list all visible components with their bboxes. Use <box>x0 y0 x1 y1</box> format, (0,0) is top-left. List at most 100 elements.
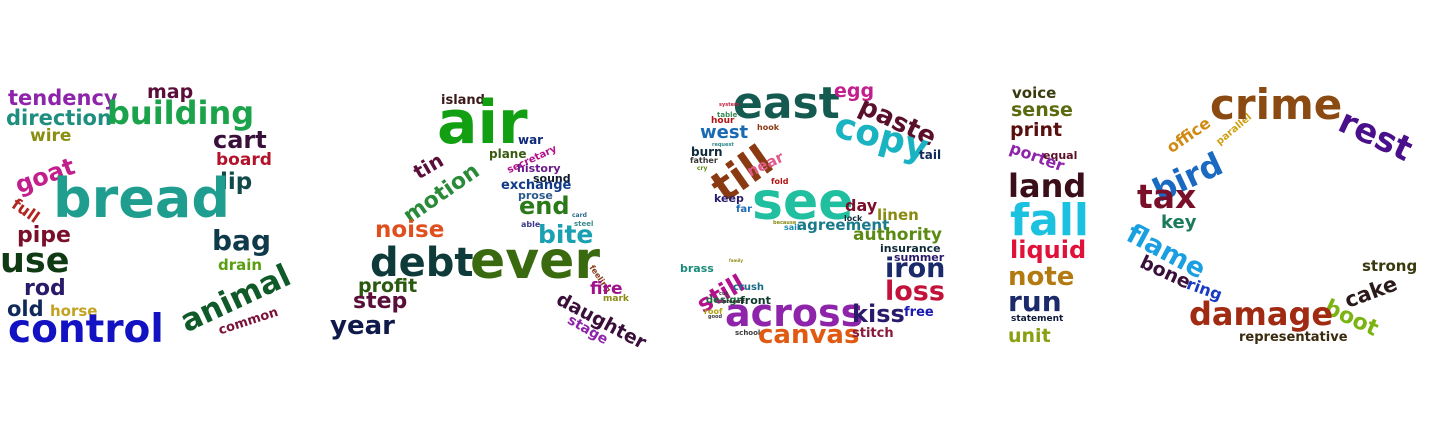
word: equal <box>1043 149 1078 162</box>
word: liquid <box>1010 236 1087 264</box>
word: old <box>7 297 44 321</box>
word: pipe <box>17 223 71 248</box>
word: land <box>1008 167 1087 205</box>
word: rod <box>24 276 66 301</box>
word: use <box>0 241 70 281</box>
word: good <box>708 314 723 320</box>
word: profit <box>358 275 418 297</box>
word: cry <box>697 165 708 172</box>
word: present <box>723 299 745 305</box>
word: control <box>8 307 164 352</box>
word: request <box>712 142 734 148</box>
word: bag <box>212 224 271 257</box>
word: far <box>736 204 753 215</box>
word: strong <box>1362 257 1418 275</box>
word: direction <box>6 106 112 130</box>
word: bread <box>53 167 231 230</box>
word: war <box>518 133 544 147</box>
word: able <box>521 220 541 229</box>
word: damage <box>1189 295 1334 333</box>
word: lock <box>844 214 863 223</box>
word: fold <box>771 177 789 186</box>
word: hook <box>757 123 780 132</box>
word: cart <box>213 126 267 154</box>
word: fire <box>590 279 623 299</box>
word: map <box>147 81 194 103</box>
word: day <box>845 196 878 215</box>
word: full <box>8 194 44 227</box>
word: west <box>700 122 749 143</box>
word: unit <box>1008 325 1051 347</box>
word: keep <box>714 192 744 205</box>
word: summer <box>894 251 945 264</box>
word: end <box>519 192 570 220</box>
word: card <box>572 212 587 219</box>
word: egg <box>834 80 875 102</box>
word: insurance <box>880 242 941 255</box>
word: mark <box>603 294 629 304</box>
word: noise <box>375 217 445 243</box>
word: family <box>729 258 743 263</box>
word: school <box>735 329 761 337</box>
word: authority <box>853 225 942 245</box>
word: key <box>1161 212 1197 233</box>
word: plane <box>489 147 527 161</box>
word: cut <box>719 291 728 297</box>
word: prose <box>518 189 553 202</box>
word: across <box>725 291 864 335</box>
word: sound <box>533 172 571 185</box>
word: brass <box>680 262 714 275</box>
word: island <box>441 93 485 108</box>
word: hour <box>711 116 735 126</box>
word: tail <box>919 148 942 162</box>
word: voice <box>1012 84 1057 102</box>
word: sense <box>1011 99 1073 121</box>
word: crime <box>1210 80 1343 129</box>
word: representative <box>1239 330 1348 345</box>
word: kiss <box>852 300 905 328</box>
word: rest <box>1332 101 1419 170</box>
word: debt <box>370 240 474 286</box>
word: step <box>353 289 408 314</box>
word: ever <box>470 231 601 291</box>
word: crush <box>733 282 765 293</box>
word: bite <box>538 220 594 249</box>
word: lip <box>220 169 253 195</box>
word: tax <box>1137 177 1197 216</box>
word: run <box>1008 285 1062 318</box>
word: front <box>740 294 771 307</box>
word: see <box>752 172 854 232</box>
word: steel <box>574 220 594 228</box>
word: building <box>107 94 255 132</box>
word: statement <box>1011 314 1064 324</box>
word: note <box>1008 262 1075 292</box>
word: wire <box>30 126 72 146</box>
word: print <box>1010 119 1063 141</box>
word: roof <box>704 307 723 316</box>
word: because <box>773 220 797 226</box>
word: year <box>330 311 395 341</box>
word: stitch <box>852 326 894 341</box>
word: iron <box>885 253 946 284</box>
word: sail <box>784 223 800 232</box>
word: east <box>733 78 840 129</box>
word: board <box>216 150 272 170</box>
word: canvas <box>758 320 860 350</box>
word: exchange <box>501 178 572 193</box>
word: horse <box>50 302 98 320</box>
word: loss <box>885 276 945 307</box>
word: history <box>517 162 561 175</box>
word: air <box>437 88 528 158</box>
word: table <box>717 111 738 119</box>
word: design <box>706 295 744 306</box>
word: drain <box>218 256 263 274</box>
word: fall <box>1010 195 1089 246</box>
word: burn <box>691 145 723 159</box>
word: system <box>719 102 740 108</box>
word: free <box>904 305 934 320</box>
word: tendency <box>8 86 118 110</box>
word: agreement <box>797 216 890 234</box>
word: linen <box>877 206 919 224</box>
word: father <box>690 156 718 165</box>
